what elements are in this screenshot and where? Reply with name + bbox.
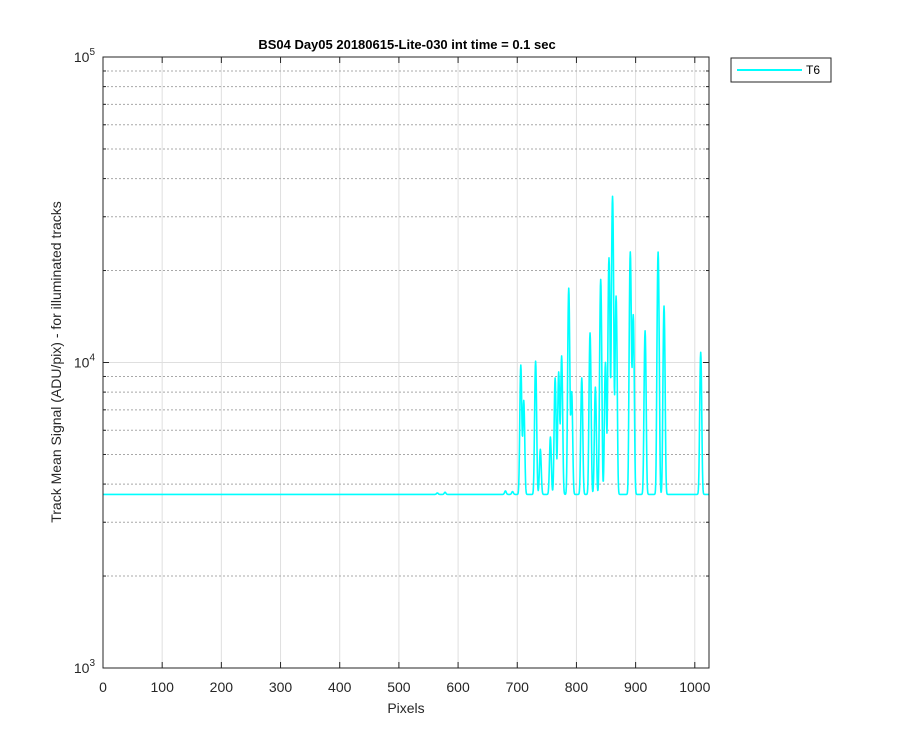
legend-label-t6: T6 — [806, 63, 820, 77]
data-lines — [102, 195, 710, 496]
x-tick-label: 100 — [151, 679, 175, 695]
x-tick-label: 800 — [565, 679, 589, 695]
x-tick-label: 300 — [269, 679, 293, 695]
x-tick-label: 400 — [328, 679, 352, 695]
x-tick-label: 500 — [387, 679, 411, 695]
y-axis-label: Track Mean Signal (ADU/pix) - for illumi… — [48, 201, 64, 523]
x-tick-label: 700 — [506, 679, 530, 695]
x-tick-label: 200 — [210, 679, 234, 695]
y-tick-label: 103 — [74, 658, 96, 676]
chart-title: BS04 Day05 20180615-Lite-030 int time = … — [258, 37, 555, 52]
x-tick-label: 900 — [624, 679, 648, 695]
series-line-t6 — [102, 195, 710, 496]
axis-ticks: 0 100 200 300 400 500 600 700 800 900 1000 103 104 10… — [74, 47, 711, 695]
x-tick-label: 600 — [446, 679, 470, 695]
y-tick-label: 105 — [74, 47, 96, 65]
y-tick-label: 104 — [74, 353, 96, 371]
x-tick-label: 1000 — [679, 679, 710, 695]
legend: T6 — [730, 57, 832, 83]
x-axis-label: Pixels — [387, 700, 424, 716]
x-tick-label: 0 — [99, 679, 107, 695]
